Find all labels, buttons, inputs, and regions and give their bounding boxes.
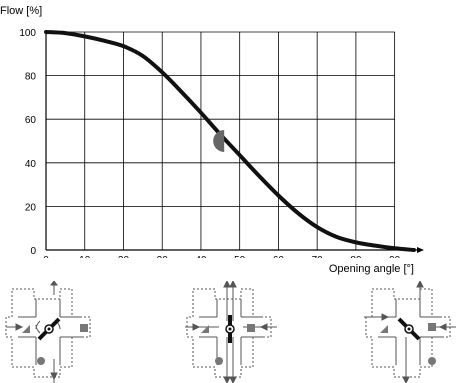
flow-curve bbox=[44, 30, 416, 252]
valve-flow-arrows-left bbox=[6, 281, 58, 383]
grid bbox=[45, 31, 424, 253]
x-tick-label: 20 bbox=[118, 255, 130, 258]
valve-body-center bbox=[186, 288, 272, 378]
valve-flow-arrows-center bbox=[185, 281, 277, 383]
y-tick-label: 80 bbox=[25, 72, 37, 83]
x-tick-label: 30 bbox=[157, 255, 169, 258]
valve-body-left bbox=[5, 288, 91, 378]
valve-center-dot-left bbox=[47, 327, 51, 331]
y-tick-label: 100 bbox=[19, 28, 36, 39]
x-tick-label: 10 bbox=[79, 255, 91, 258]
x-tick-label: 0 bbox=[43, 255, 49, 258]
y-tick-labels: 0 20 40 60 80 100 bbox=[19, 28, 36, 257]
valve-diagram-center bbox=[185, 281, 277, 383]
circle-marker-center bbox=[215, 357, 223, 365]
circle-marker-right bbox=[428, 357, 436, 365]
valve-center-dot-center bbox=[228, 327, 232, 331]
x-tick-label: 50 bbox=[234, 255, 246, 258]
valve-center-dot-right bbox=[407, 327, 411, 331]
valve-flow-arrows-right bbox=[364, 281, 456, 383]
square-marker-left bbox=[80, 324, 88, 332]
x-axis-title-holder: Opening angle [°] bbox=[329, 263, 414, 275]
square-marker-right bbox=[428, 323, 436, 331]
valve-diagram-right bbox=[364, 281, 456, 383]
y-tick-label: 40 bbox=[25, 159, 37, 170]
x-tick-label: 70 bbox=[312, 255, 324, 258]
y-tick-label: 60 bbox=[25, 115, 37, 126]
triangle-marker-left bbox=[22, 325, 30, 333]
x-axis-arrowhead bbox=[417, 247, 424, 253]
y-tick-label: 0 bbox=[30, 246, 36, 257]
x-tick-label: 80 bbox=[350, 255, 362, 258]
half-disc-marker bbox=[213, 130, 225, 152]
square-marker-center bbox=[247, 324, 255, 332]
x-tick-label: 90 bbox=[389, 255, 401, 258]
x-axis-title-text: Opening angle [°] bbox=[329, 263, 414, 275]
triangle-marker-right bbox=[380, 325, 388, 333]
y-tick-label: 20 bbox=[25, 202, 37, 213]
valve-diagram-left bbox=[5, 281, 91, 383]
x-tick-label: 40 bbox=[195, 255, 207, 258]
flow-chart: Flow [%] 0 20 40 60 80 100 0 10 20 30 40 50 60 70 80 9… bbox=[0, 5, 424, 258]
circle-marker-left bbox=[37, 357, 45, 365]
x-tick-labels: 0 10 20 30 40 50 60 70 80 90 bbox=[43, 255, 400, 258]
x-tick-label: 60 bbox=[273, 255, 285, 258]
y-axis-title: Flow [%] bbox=[0, 5, 42, 17]
triangle-marker-center bbox=[201, 325, 209, 333]
